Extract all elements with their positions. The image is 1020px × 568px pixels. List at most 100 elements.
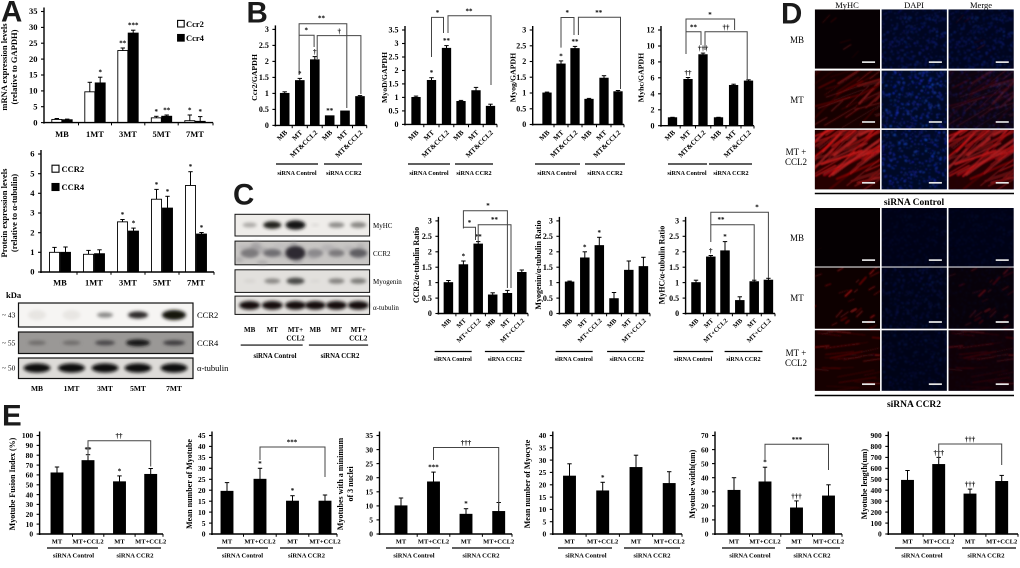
svg-text:siRNA CCR2: siRNA CCR2 [713,170,748,177]
svg-text:0.5: 0.5 [543,294,553,303]
svg-text:80: 80 [26,451,34,460]
svg-text:30: 30 [366,445,374,454]
svg-text:MT: MT [461,539,472,546]
svg-text:MT: MT [631,539,642,546]
svg-text:2: 2 [651,106,655,115]
svg-text:*: * [763,459,767,467]
svg-text:5MT: 5MT [153,278,171,288]
svg-text:5: 5 [543,517,547,526]
svg-text:2: 2 [675,248,679,257]
svg-text:12: 12 [647,26,655,35]
svg-text:A: A [1,0,22,29]
svg-text:**: ** [119,40,127,48]
svg-text:**: ** [326,107,334,115]
svg-text:*: * [468,219,472,227]
svg-text:1.5: 1.5 [389,80,399,89]
svg-text:MT: MT [564,539,575,546]
svg-text:Merge: Merge [970,0,992,10]
svg-text:0: 0 [878,530,882,539]
svg-text:CCR2: CCR2 [373,250,391,258]
svg-text:siRNA CCR2: siRNA CCR2 [726,357,760,363]
svg-text:2.5: 2.5 [516,42,526,51]
svg-text:**: ** [572,38,580,46]
svg-text:***: *** [287,439,298,447]
svg-text:30: 30 [29,22,38,32]
svg-text:*: * [258,460,262,468]
svg-text:MT+CCL2: MT+CCL2 [309,539,340,546]
svg-text:MT: MT [729,539,740,546]
svg-text:*: * [598,229,602,237]
svg-text:(relative to GAPDH): (relative to GAPDH) [9,29,19,104]
svg-text:DAPI: DAPI [904,0,924,10]
svg-text:20: 20 [26,510,34,519]
svg-text:2.5: 2.5 [543,232,553,241]
svg-text:10: 10 [539,505,547,514]
svg-text:*: * [486,202,490,210]
svg-text:0: 0 [265,121,269,130]
svg-text:**: ** [718,216,726,224]
svg-text:15: 15 [198,497,206,506]
svg-text:15: 15 [29,70,38,80]
svg-text:*: * [188,107,192,115]
svg-text:100: 100 [22,431,34,440]
svg-text:20: 20 [539,480,547,489]
svg-text:CCL2: CCL2 [286,335,305,343]
svg-text:siRNA CCR2: siRNA CCR2 [967,553,1004,560]
svg-text:*: * [708,11,712,19]
svg-text:30: 30 [26,500,34,509]
svg-text:**: ** [443,37,451,45]
svg-text:siRNA CCR2: siRNA CCR2 [610,357,644,363]
svg-text:500: 500 [871,475,883,484]
svg-text:MT: MT [331,326,343,334]
svg-text:Ccr4: Ccr4 [186,33,205,43]
svg-text:**: ** [163,107,171,115]
svg-text:90: 90 [26,441,34,450]
svg-text:MT: MT [287,539,298,546]
svg-text:3: 3 [675,217,679,226]
svg-text:2: 2 [265,57,269,66]
svg-text:0.5: 0.5 [669,294,679,303]
svg-text:MT+CCL2: MT+CCL2 [483,539,514,546]
svg-text:MT+CCL2: MT+CCL2 [749,539,780,546]
svg-text:15: 15 [539,493,547,502]
svg-text:Protein expression levels: Protein expression levels [0,168,9,258]
svg-text:MT: MT [222,539,233,546]
svg-text:0.5: 0.5 [422,294,432,303]
svg-text:60: 60 [26,471,34,480]
svg-text:MT+CCL2: MT+CCL2 [135,539,166,546]
svg-text:30: 30 [198,464,206,473]
svg-text:†††: ††† [698,45,709,53]
svg-text:Ccr2: Ccr2 [186,19,204,29]
svg-text:0: 0 [675,309,679,318]
svg-text:B: B [247,0,268,30]
svg-text:*: * [430,69,434,77]
svg-text:siRNA Control: siRNA Control [409,170,449,177]
svg-text:siRNA Control: siRNA Control [393,553,434,560]
svg-text:MB: MB [310,326,322,334]
svg-text:MyHC/α-tubulin Ratio: MyHC/α-tubulin Ratio [658,226,667,304]
svg-text:10: 10 [29,86,38,96]
svg-text:*: * [304,27,308,35]
svg-text:10: 10 [647,42,655,51]
svg-text:siRNA CCR2: siRNA CCR2 [587,170,622,177]
svg-text:†††: ††† [461,439,472,447]
svg-text:MT: MT [52,539,63,546]
svg-text:MT+: MT+ [351,326,366,334]
svg-text:*: * [462,253,466,261]
svg-text:15: 15 [366,488,374,497]
svg-text:10: 10 [701,516,709,525]
svg-text:1: 1 [428,278,432,287]
svg-text:CCL2: CCL2 [785,157,807,167]
svg-text:3MT: 3MT [119,129,137,139]
svg-text:0: 0 [543,530,547,539]
svg-text:*: * [755,204,759,212]
svg-text:70: 70 [701,431,709,440]
svg-text:MT: MT [114,539,125,546]
svg-text:*: * [189,163,193,171]
svg-text:2.5: 2.5 [389,53,399,62]
svg-text:siRNA Control: siRNA Control [222,553,263,560]
svg-text:**: ** [491,216,499,224]
svg-text:800: 800 [871,442,883,451]
svg-text:†††: ††† [791,492,802,500]
svg-text:8: 8 [651,58,655,67]
